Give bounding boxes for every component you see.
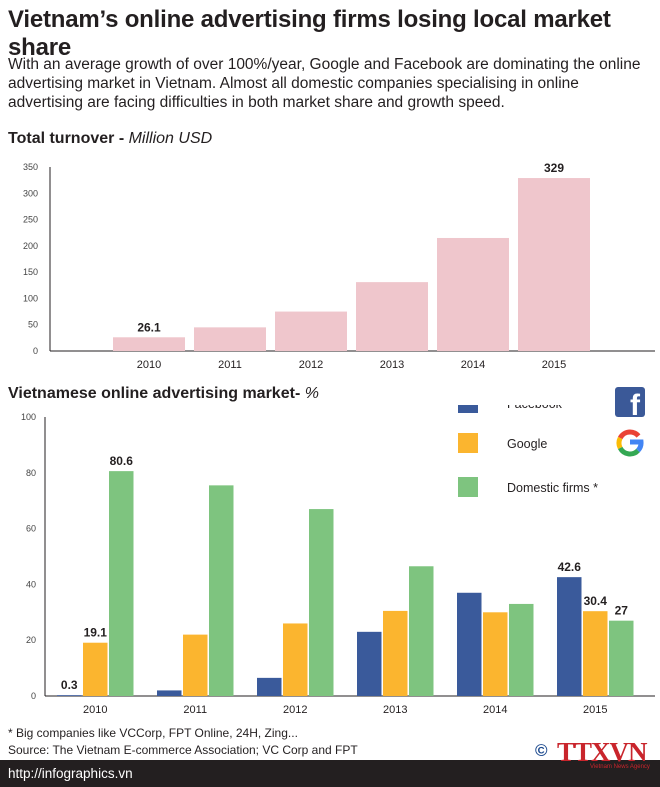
y-tick-label: 100 (23, 293, 38, 303)
footnote-source: Source: The Vietnam E-commerce Associati… (8, 743, 358, 757)
bar-domestic-firms (209, 485, 234, 696)
y-tick-label: 300 (23, 188, 38, 198)
y-tick-label: 350 (23, 162, 38, 172)
x-tick-label: 2014 (483, 704, 507, 716)
bar-facebook (457, 592, 482, 696)
footnote-companies: * Big companies like VCCorp, FPT Online,… (8, 726, 298, 740)
y-tick-label: 60 (26, 524, 36, 534)
bar-google (283, 623, 308, 696)
market-share-chart-title: Vietnamese online advertising market- % (8, 385, 319, 402)
data-label: 329 (544, 161, 564, 175)
y-tick-label: 20 (26, 635, 36, 645)
x-tick-label: 2012 (283, 704, 307, 716)
page-subtitle: With an average growth of over 100%/year… (8, 56, 641, 111)
page-title: Vietnam’s online advertising firms losin… (8, 6, 611, 61)
y-tick-label: 250 (23, 215, 38, 225)
x-tick-label: 2013 (383, 704, 407, 716)
legend-swatch (458, 433, 478, 453)
bar-google (583, 611, 608, 696)
y-tick-label: 50 (28, 320, 38, 330)
data-label: 0.3 (61, 678, 78, 692)
y-tick-label: 100 (21, 412, 36, 422)
data-label: 42.6 (558, 560, 582, 574)
turnover-chart-unit: Million USD (128, 130, 213, 147)
bar-facebook (257, 677, 282, 696)
footer-bar (0, 760, 660, 787)
agency-name: TTXVN (557, 737, 648, 767)
data-label: 80.6 (110, 454, 134, 468)
data-label: 27 (615, 604, 629, 618)
bar-google (383, 610, 408, 696)
market-share-chart-unit: % (304, 385, 319, 402)
x-tick-label: 2011 (218, 359, 242, 371)
data-label: 19.1 (84, 626, 108, 640)
y-tick-label: 150 (23, 267, 38, 277)
y-tick-label: 0 (31, 691, 36, 701)
legend-swatch (458, 477, 478, 497)
bar (437, 237, 509, 351)
agency-subtitle: Vietnam News Agency (590, 764, 650, 770)
bar-domestic-firms (609, 620, 634, 696)
footer-url[interactable]: http://infographics.vn (8, 766, 133, 781)
data-label: 30.4 (584, 594, 608, 608)
y-tick-label: 40 (26, 579, 36, 589)
x-tick-label: 2014 (461, 359, 485, 371)
bar-google (183, 634, 208, 696)
bar (113, 337, 185, 351)
bar-facebook (157, 690, 182, 696)
x-tick-label: 2015 (542, 359, 566, 371)
bar-google (83, 642, 108, 696)
y-tick-label: 200 (23, 241, 38, 251)
legend-label: Facebook (507, 405, 563, 411)
bar-domestic-firms (409, 566, 434, 696)
x-tick-label: 2015 (583, 704, 607, 716)
data-label: 26.1 (137, 320, 161, 334)
bar-facebook (357, 631, 382, 696)
turnover-chart-title: Total turnover - Million USD (8, 130, 213, 147)
x-tick-label: 2010 (137, 359, 161, 371)
bar (275, 311, 347, 351)
x-tick-label: 2012 (299, 359, 323, 371)
facebook-logo-icon: f (615, 387, 645, 421)
legend-label: Google (507, 437, 547, 451)
bar-facebook (557, 577, 582, 696)
bar-domestic-firms (309, 509, 334, 696)
bar-facebook (57, 695, 82, 696)
bar-domestic-firms (509, 603, 534, 696)
bar-google (483, 612, 508, 696)
copyright-icon: © (535, 741, 548, 760)
market-share-chart: 0 20 40 60 80 100 0.3 19.1 80.6 2010 2011 2012 2013 2… (21, 405, 655, 716)
bar (194, 327, 266, 351)
x-tick-label: 2011 (183, 704, 207, 716)
bar (356, 282, 428, 351)
bar-domestic-firms (109, 471, 134, 696)
x-tick-label: 2010 (83, 704, 107, 716)
google-logo-icon (616, 429, 644, 457)
turnover-chart: 0 50 100 150 200 250 300 350 2010 26.1 2011 2012 201… (23, 161, 655, 371)
y-tick-label: 80 (26, 468, 36, 478)
legend-swatch (458, 405, 478, 413)
y-tick-label: 0 (33, 346, 38, 356)
x-tick-label: 2013 (380, 359, 404, 371)
turnover-chart-title-text: Total turnover (8, 130, 115, 147)
market-share-chart-title-text: Vietnamese online advertising market (8, 385, 295, 402)
legend-label: Domestic firms * (507, 481, 598, 495)
bar (518, 178, 590, 351)
